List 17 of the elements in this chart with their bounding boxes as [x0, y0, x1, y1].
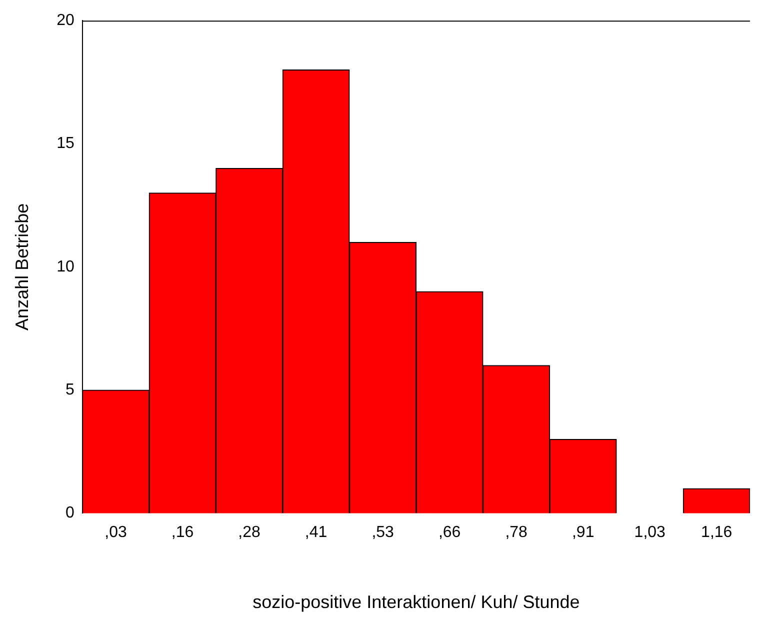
x-tick-label: ,78 — [505, 524, 528, 542]
y-tick-label: 20 — [56, 12, 74, 30]
x-tick-label: ,03 — [104, 524, 127, 542]
x-tick-label: 1,03 — [634, 524, 666, 542]
y-axis-title: Anzahl Betriebe — [12, 203, 32, 330]
x-axis-title: sozio-positive Interaktionen/ Kuh/ Stunde — [252, 592, 580, 612]
y-tick-label: 10 — [56, 258, 74, 276]
y-tick-label: 0 — [65, 504, 74, 522]
x-tick-label: ,91 — [572, 524, 594, 542]
x-tick-label: ,16 — [171, 524, 194, 542]
x-tick-label: ,66 — [438, 524, 461, 542]
x-tick-label: 1,16 — [701, 524, 732, 542]
x-tick-label: ,53 — [372, 524, 394, 542]
x-tick-label: ,41 — [304, 524, 328, 542]
y-tick-label: 5 — [65, 381, 74, 398]
x-tick-label: ,28 — [238, 524, 261, 542]
y-tick-label: 15 — [56, 135, 74, 152]
